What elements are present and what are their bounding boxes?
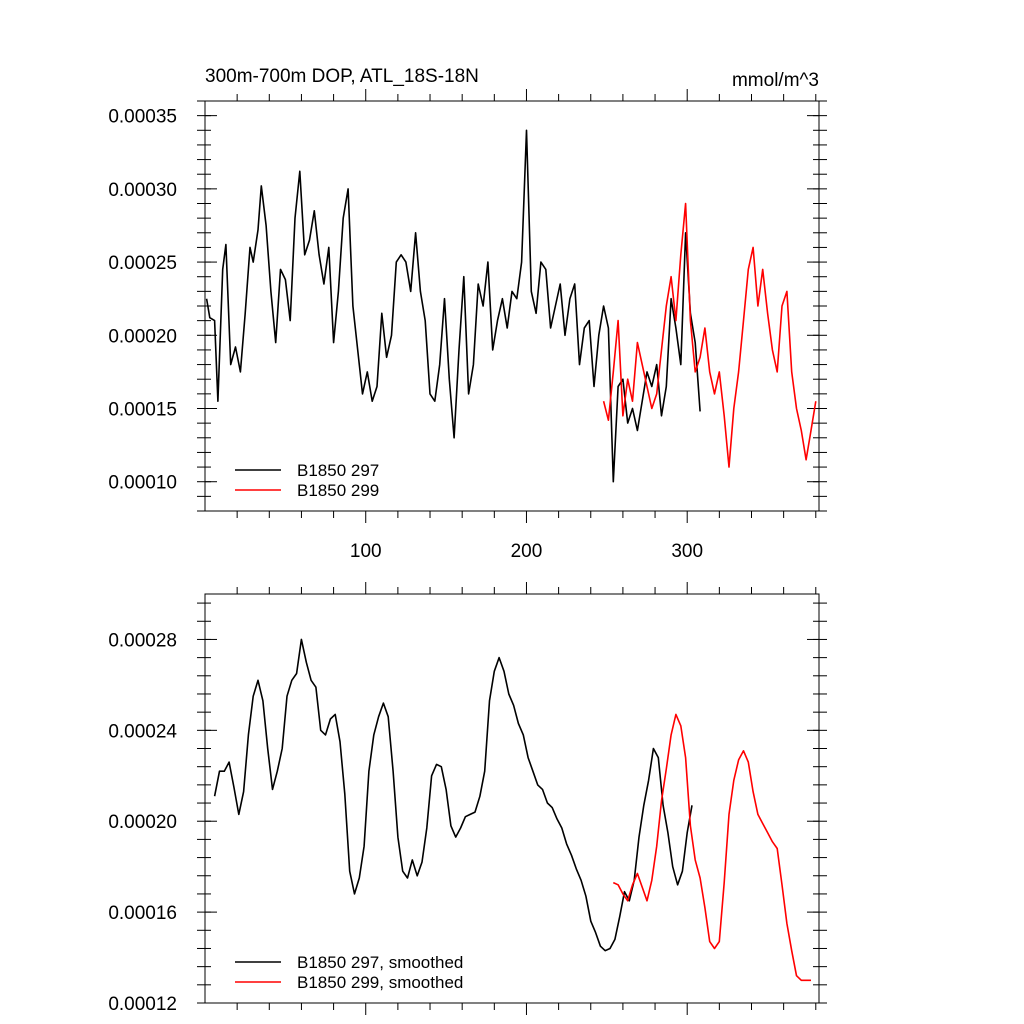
series-line-b1850-299 — [602, 202, 817, 468]
x-tick-label: 200 — [511, 541, 543, 562]
y-tick-label: 0.00020 — [108, 812, 177, 833]
series-line-b1850-297 — [205, 129, 701, 483]
y-tick-label: 0.00024 — [108, 721, 177, 742]
units-label: mmol/m^3 — [732, 70, 819, 91]
y-tick-label: 0.00016 — [108, 903, 177, 924]
series-line-b1850-297 — [213, 638, 693, 952]
x-tick-label: 100 — [350, 541, 382, 562]
y-tick-label: 0.00035 — [108, 107, 177, 128]
y-tick-label: 0.00020 — [108, 326, 177, 347]
y-tick-label: 0.00010 — [108, 473, 177, 494]
bottom-panel: 0.00012 0.00016 0.00020 0.00024 0.00028 B1850… — [108, 582, 827, 1015]
series-line-b1850-299 — [612, 713, 811, 982]
top-panel: 0.00010 0.00015 0.00020 0.00025 0.00030 0.000… — [108, 66, 827, 562]
legend-label: B1850 297 — [297, 461, 379, 480]
plot-frame — [204, 593, 820, 1004]
legend-label: B1850 297, smoothed — [297, 953, 463, 972]
y-tick-label: 0.00028 — [108, 630, 177, 651]
y-tick-label: 0.00025 — [108, 253, 177, 274]
y-tick-label: 0.00015 — [108, 400, 177, 421]
chart-title: 300m-700m DOP, ATL_18S-18N — [205, 66, 479, 87]
y-tick-label: 0.00030 — [108, 180, 177, 201]
x-tick-label: 300 — [671, 541, 703, 562]
y-tick-label: 0.00012 — [108, 994, 177, 1015]
legend-label: B1850 299, smoothed — [297, 973, 463, 992]
legend-label: B1850 299 — [297, 481, 379, 500]
